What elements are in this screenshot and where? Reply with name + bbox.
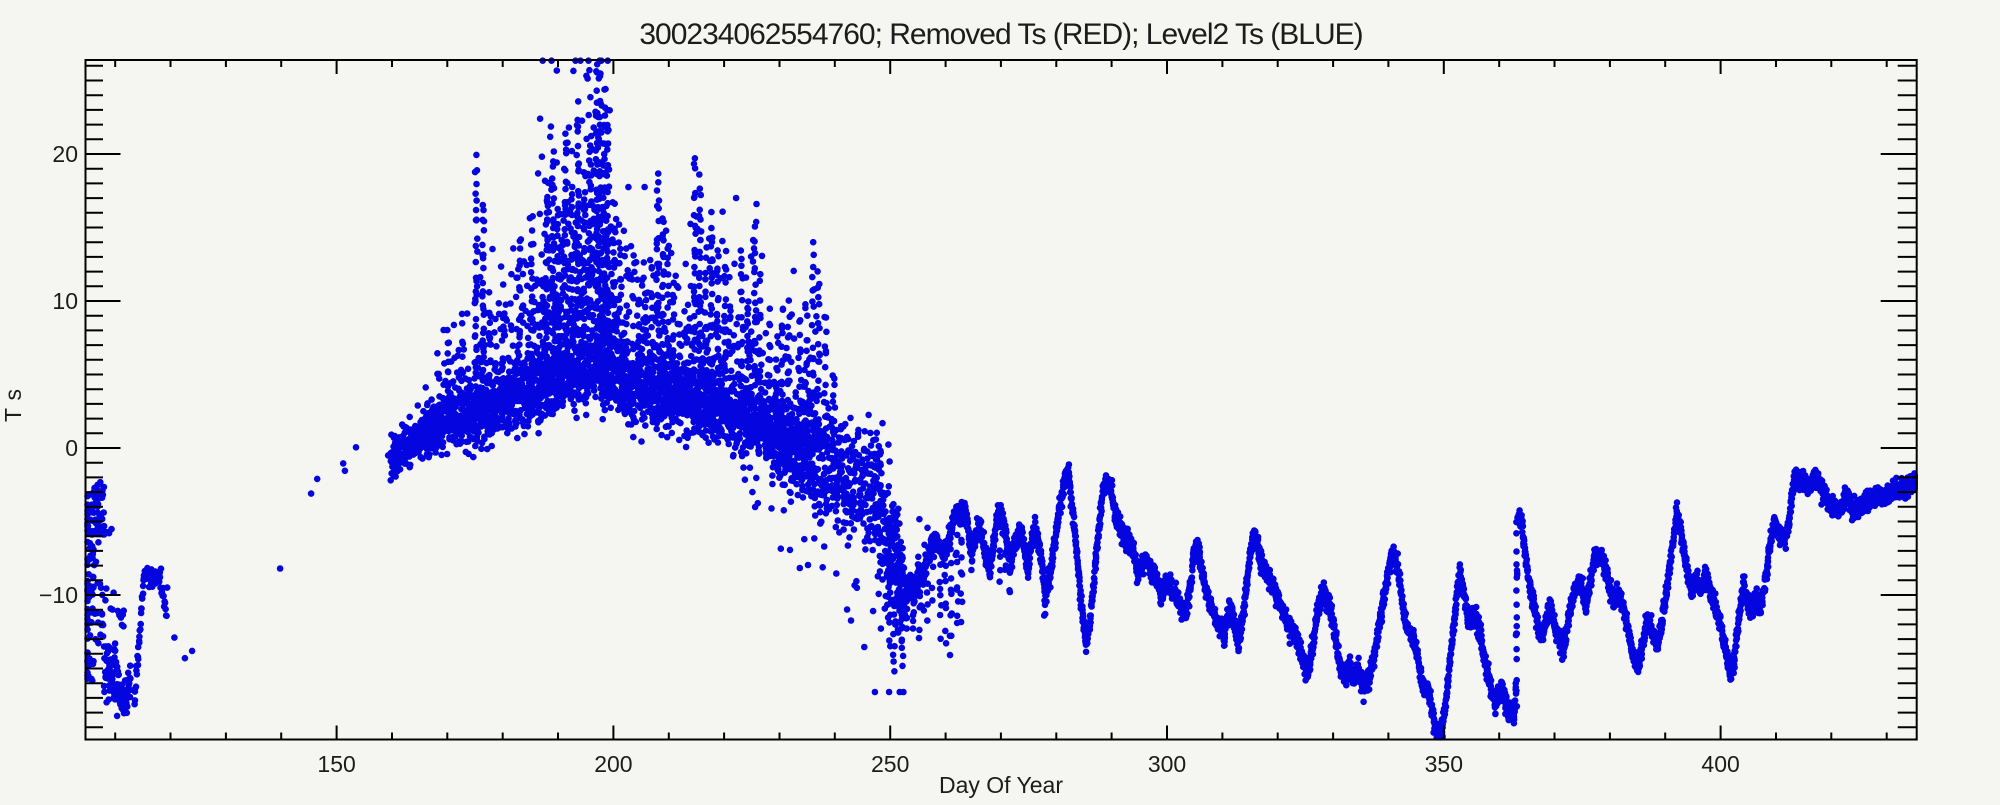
svg-text:20: 20 bbox=[52, 141, 78, 167]
svg-text:Day Of Year: Day Of Year bbox=[939, 772, 1063, 798]
svg-text:350: 350 bbox=[1425, 751, 1463, 777]
svg-text:200: 200 bbox=[594, 751, 632, 777]
svg-text:400: 400 bbox=[1701, 751, 1739, 777]
svg-text:Ts: Ts bbox=[0, 379, 26, 422]
svg-text:300: 300 bbox=[1148, 751, 1186, 777]
svg-text:300234062554760; Removed Ts (R: 300234062554760; Removed Ts (RED); Level… bbox=[639, 18, 1362, 51]
svg-text:−10: −10 bbox=[39, 582, 78, 608]
svg-text:10: 10 bbox=[52, 288, 78, 314]
svg-text:250: 250 bbox=[871, 751, 909, 777]
svg-text:0: 0 bbox=[65, 435, 78, 461]
svg-text:150: 150 bbox=[317, 751, 355, 777]
